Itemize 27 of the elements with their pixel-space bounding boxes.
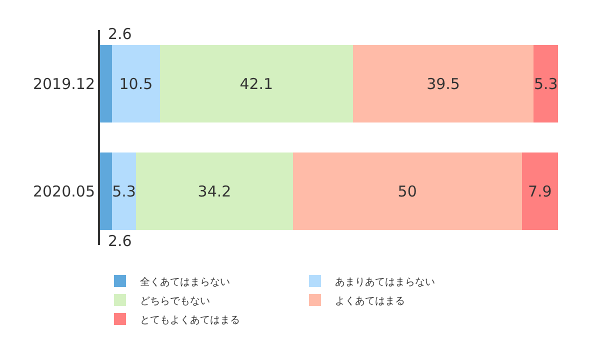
- bar: [292, 152, 522, 230]
- data-label: 39.5: [426, 74, 460, 93]
- data-label: 7.9: [528, 182, 552, 200]
- bar: [136, 152, 293, 230]
- data-label: 34.2: [198, 182, 232, 200]
- bar: [160, 45, 353, 122]
- bar: [534, 45, 558, 122]
- data-label: 5.3: [534, 74, 558, 93]
- bar: [522, 152, 558, 230]
- bar: [112, 45, 160, 122]
- legend-label: よくあてはまる: [335, 296, 405, 307]
- data-label: 42.1: [240, 74, 274, 93]
- data-label: 5.3: [112, 182, 136, 200]
- y-tick-label: 2020.05: [32, 182, 95, 200]
- bar: [352, 45, 534, 122]
- y-tick-label: 2019.12: [32, 75, 95, 93]
- legend-label: 全くあてはまらない: [140, 276, 230, 288]
- legend-label: どちらでもない: [140, 296, 210, 307]
- bar: [112, 152, 136, 230]
- data-label: 2.6: [108, 232, 132, 250]
- data-label: 10.5: [119, 74, 153, 93]
- data-label: 2.6: [108, 25, 132, 43]
- bar: [100, 152, 112, 230]
- bar: [100, 45, 112, 122]
- legend-label: とてもよくあてはまる: [140, 314, 240, 326]
- legend-label: あまりあてはまらない: [335, 276, 435, 288]
- data-label: 50: [398, 182, 417, 200]
